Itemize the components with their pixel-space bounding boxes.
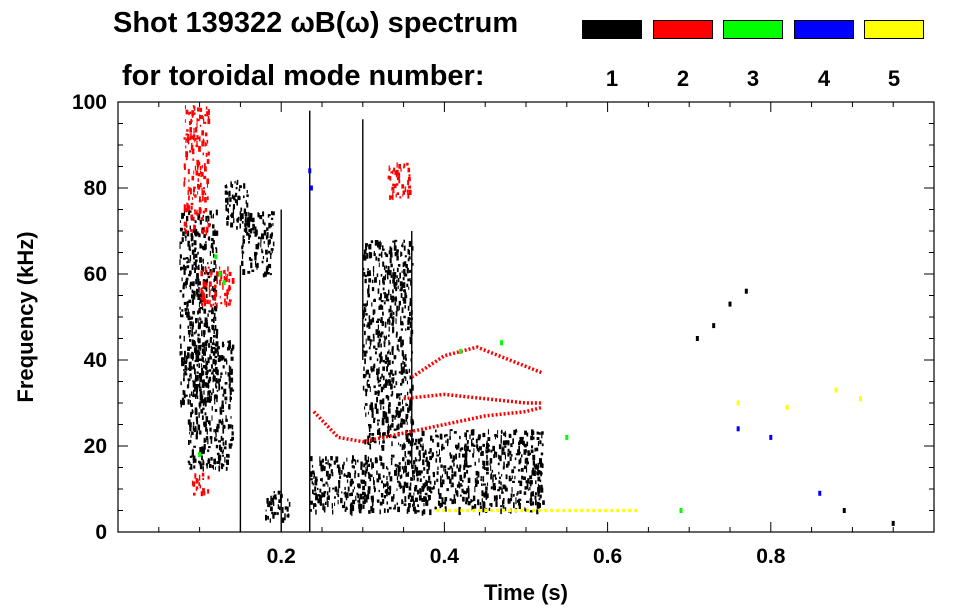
series-mode-3 — [198, 254, 683, 513]
series-mode-1-point-1 — [712, 323, 716, 329]
legend-swatch-mode-5 — [864, 20, 924, 39]
series-mode-4 — [308, 168, 822, 496]
series-mode-1 — [179, 110, 895, 532]
series-mode-1-region-0 — [179, 209, 219, 409]
x-axis-label: Time (s) — [484, 580, 568, 605]
series-mode-3-point-3 — [198, 452, 202, 458]
series-mode-1-region-4 — [265, 490, 291, 523]
series-mode-4-point-3 — [769, 434, 773, 440]
legend-label-mode-4: 4 — [817, 66, 831, 91]
series-mode-1-point-3 — [744, 288, 748, 294]
series-mode-3-point-2 — [222, 280, 226, 286]
series-mode-5-point-2 — [834, 387, 838, 393]
y-tick-label: 0 — [95, 521, 107, 544]
series-mode-1-point-0 — [695, 336, 699, 341]
series-mode-3-point-4 — [459, 348, 463, 354]
label-layer: 0.2 0.4 0.6 0.8 0 20 40 60 80 100 — [72, 91, 786, 568]
series-mode-2-curve-upper — [410, 345, 543, 379]
series-mode-1-region-7 — [403, 428, 544, 460]
y-tick-label: 100 — [72, 91, 107, 114]
series-mode-3-point-1 — [218, 271, 222, 277]
series-mode-2-curve-lower — [312, 405, 543, 444]
series-mode-1-point-2 — [728, 301, 732, 307]
chart-title-line1: Shot 139322 ωB(ω) spectrum — [113, 7, 519, 39]
series-mode-4-point-2 — [736, 426, 740, 432]
series-mode-4-point-1 — [309, 185, 313, 191]
legend-label-mode-5: 5 — [887, 66, 901, 91]
series-mode-1-region-5 — [310, 454, 545, 517]
series-mode-5-point-0 — [736, 400, 740, 406]
series-mode-3-point-5 — [500, 340, 504, 346]
series-mode-1-region-1 — [187, 339, 235, 472]
series-mode-5 — [436, 387, 863, 512]
series-mode-5-point-1 — [785, 404, 789, 410]
series-mode-3-point-6 — [565, 434, 569, 440]
x-tick-label: 0.8 — [756, 545, 786, 568]
series-mode-1-region-3 — [241, 211, 275, 278]
series-mode-2-region-3 — [191, 472, 210, 497]
legend-swatch-mode-3 — [723, 20, 783, 39]
series-mode-1-point-5 — [891, 520, 895, 526]
series-mode-1-region-2 — [224, 179, 252, 230]
y-tick-label: 20 — [84, 435, 107, 458]
y-axis-label: Frequency (kHz) — [13, 231, 38, 402]
series-mode-3-point-7 — [679, 508, 683, 513]
series-mode-4-point-0 — [308, 168, 312, 174]
series-mode-2-region-0 — [183, 105, 211, 236]
data-layer — [179, 105, 895, 532]
x-tick-label: 0.2 — [267, 545, 296, 568]
y-tick-label: 80 — [84, 177, 107, 200]
series-mode-3-point-0 — [214, 254, 218, 260]
legend-swatch-mode-4 — [794, 20, 854, 39]
chart-title-line2: for toroidal mode number: — [122, 60, 485, 92]
legend-swatch-mode-2 — [653, 20, 713, 39]
legend-label-mode-1: 1 — [605, 66, 619, 91]
x-tick-label: 0.4 — [430, 545, 460, 568]
tick-layer — [118, 102, 934, 532]
legend-swatch-mode-1 — [582, 20, 642, 39]
y-tick-label: 60 — [84, 263, 107, 286]
series-mode-2-curve-middle — [403, 392, 543, 405]
legend-label-mode-2: 2 — [676, 66, 690, 91]
legend-label-mode-3: 3 — [746, 66, 760, 91]
series-mode-1-region-6 — [362, 239, 415, 451]
series-mode-1-point-4 — [842, 508, 846, 513]
series-mode-5-point-3 — [859, 396, 863, 402]
y-tick-label: 40 — [84, 349, 107, 372]
series-mode-2-region-2 — [387, 162, 412, 200]
series-mode-4-point-4 — [818, 490, 822, 496]
x-tick-label: 0.6 — [593, 545, 622, 568]
